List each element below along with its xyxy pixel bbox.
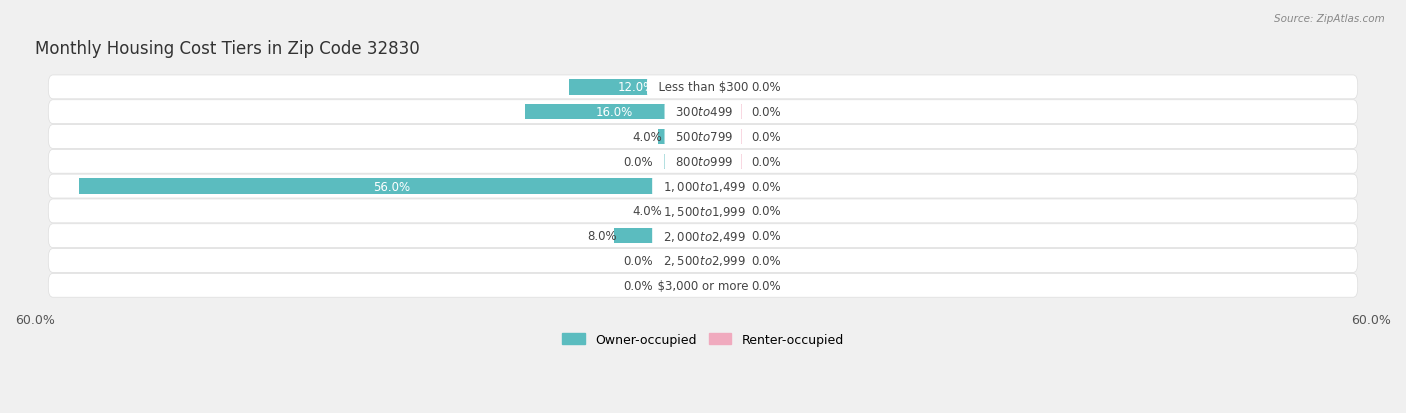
Text: 0.0%: 0.0% (751, 205, 780, 218)
Bar (703, 179, 742, 194)
Text: 0.0%: 0.0% (751, 81, 780, 94)
FancyBboxPatch shape (48, 125, 1358, 149)
Text: 0.0%: 0.0% (751, 180, 780, 193)
Legend: Owner-occupied, Renter-occupied: Owner-occupied, Renter-occupied (557, 328, 849, 351)
FancyBboxPatch shape (48, 100, 1358, 124)
Bar (664, 278, 703, 293)
Text: 16.0%: 16.0% (595, 106, 633, 119)
FancyBboxPatch shape (48, 150, 1358, 174)
Text: 8.0%: 8.0% (588, 230, 617, 242)
Text: 0.0%: 0.0% (751, 106, 780, 119)
Text: Less than $300: Less than $300 (651, 81, 755, 94)
Bar (569, 80, 703, 95)
Bar (703, 154, 742, 170)
FancyBboxPatch shape (48, 76, 1358, 100)
Text: $2,500 to $2,999: $2,500 to $2,999 (655, 254, 751, 268)
Text: 0.0%: 0.0% (751, 230, 780, 242)
Text: $800 to $999: $800 to $999 (668, 155, 738, 169)
Bar (703, 204, 742, 219)
Text: 0.0%: 0.0% (751, 254, 780, 267)
Text: 4.0%: 4.0% (633, 205, 662, 218)
Text: $300 to $499: $300 to $499 (668, 106, 738, 119)
Bar (703, 278, 742, 293)
Text: $2,000 to $2,499: $2,000 to $2,499 (655, 229, 751, 243)
Text: $500 to $799: $500 to $799 (668, 131, 738, 144)
Text: 56.0%: 56.0% (373, 180, 409, 193)
Text: 0.0%: 0.0% (751, 155, 780, 169)
Text: 12.0%: 12.0% (617, 81, 655, 94)
Text: 0.0%: 0.0% (751, 131, 780, 144)
Bar (658, 204, 703, 219)
Bar (664, 253, 703, 268)
Bar (658, 129, 703, 145)
Text: Source: ZipAtlas.com: Source: ZipAtlas.com (1274, 14, 1385, 24)
Text: $1,000 to $1,499: $1,000 to $1,499 (655, 180, 751, 194)
Bar (703, 253, 742, 268)
FancyBboxPatch shape (48, 175, 1358, 199)
Text: $1,500 to $1,999: $1,500 to $1,999 (655, 204, 751, 218)
Text: 0.0%: 0.0% (623, 279, 652, 292)
FancyBboxPatch shape (48, 274, 1358, 297)
Bar (703, 228, 742, 244)
Text: 4.0%: 4.0% (633, 131, 662, 144)
Text: Monthly Housing Cost Tiers in Zip Code 32830: Monthly Housing Cost Tiers in Zip Code 3… (35, 40, 419, 58)
Text: 0.0%: 0.0% (623, 254, 652, 267)
Bar (703, 80, 742, 95)
Text: 0.0%: 0.0% (751, 279, 780, 292)
Bar (703, 105, 742, 120)
Bar (614, 228, 703, 244)
FancyBboxPatch shape (48, 249, 1358, 273)
Bar (524, 105, 703, 120)
Text: 0.0%: 0.0% (623, 155, 652, 169)
Bar (664, 154, 703, 170)
FancyBboxPatch shape (48, 199, 1358, 223)
Bar (80, 179, 703, 194)
FancyBboxPatch shape (48, 224, 1358, 248)
Bar (703, 129, 742, 145)
Text: $3,000 or more: $3,000 or more (650, 279, 756, 292)
